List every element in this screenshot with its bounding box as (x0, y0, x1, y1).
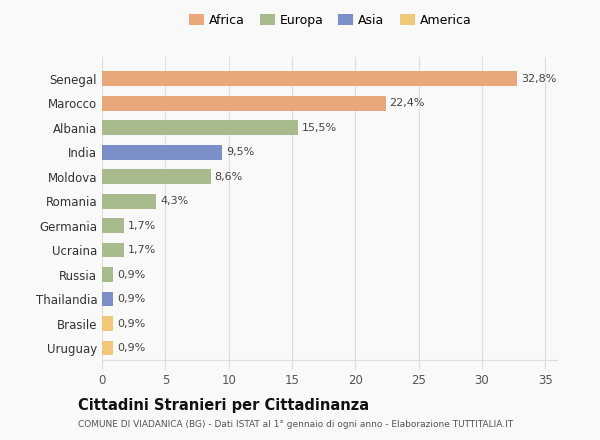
Text: 0,9%: 0,9% (117, 319, 145, 329)
Bar (102, 218, 124, 233)
Text: 32,8%: 32,8% (521, 74, 557, 84)
Text: 0,9%: 0,9% (117, 294, 145, 304)
Text: 0,9%: 0,9% (117, 270, 145, 279)
Bar (102, 316, 113, 331)
Bar (102, 96, 386, 110)
Text: 1,7%: 1,7% (127, 245, 155, 255)
Text: 0,9%: 0,9% (117, 343, 145, 353)
Legend: Africa, Europa, Asia, America: Africa, Europa, Asia, America (185, 11, 475, 31)
Text: COMUNE DI VIADANICA (BG) - Dati ISTAT al 1° gennaio di ogni anno - Elaborazione : COMUNE DI VIADANICA (BG) - Dati ISTAT al… (78, 420, 513, 429)
Text: 9,5%: 9,5% (226, 147, 254, 157)
Text: 22,4%: 22,4% (389, 98, 425, 108)
Bar (102, 194, 157, 209)
Bar (102, 169, 211, 184)
Bar (102, 145, 223, 160)
Text: 8,6%: 8,6% (215, 172, 243, 182)
Bar (102, 121, 298, 135)
Text: Cittadini Stranieri per Cittadinanza: Cittadini Stranieri per Cittadinanza (78, 398, 369, 413)
Bar (102, 71, 517, 86)
Text: 1,7%: 1,7% (127, 220, 155, 231)
Bar (102, 292, 113, 306)
Bar (102, 341, 113, 356)
Bar (102, 243, 124, 257)
Text: 15,5%: 15,5% (302, 123, 337, 133)
Text: 4,3%: 4,3% (160, 196, 188, 206)
Bar (102, 267, 113, 282)
